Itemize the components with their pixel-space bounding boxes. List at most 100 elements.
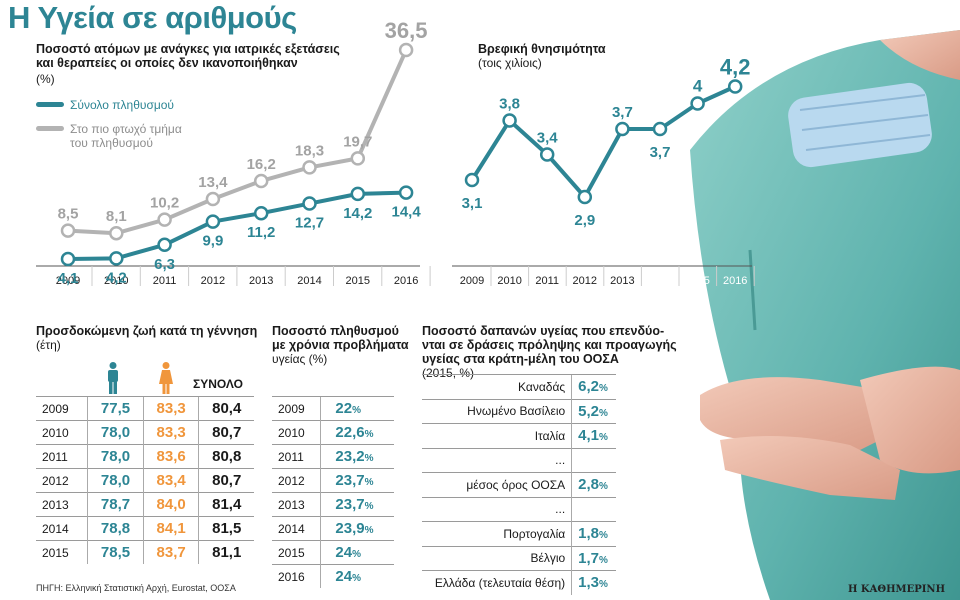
data-label: 3,8: [499, 96, 520, 113]
cell-year: 2013: [36, 492, 88, 517]
x-tick-label: 2014: [297, 275, 321, 287]
cell-total: 80,8: [198, 444, 254, 469]
table-row: 2011 78,0 83,6 80,8: [36, 444, 254, 469]
table-row: ...: [422, 496, 616, 522]
value-number: 5,2: [578, 402, 600, 420]
x-tick-label: 2010: [104, 275, 128, 287]
cell-value: 1,8%: [571, 521, 616, 546]
cell-value: 6,2%: [571, 374, 616, 399]
cell-country: ...: [422, 447, 572, 473]
x-tick-label: 2013: [610, 275, 634, 287]
data-label: 13,4: [198, 174, 228, 191]
cell-value: 24%: [320, 540, 394, 565]
x-tick-label: 2016: [394, 275, 418, 287]
table-row: Ηνωμένο Βασίλειο 5,2%: [422, 398, 616, 424]
table-row: Ελλάδα (τελευταία θέση) 1,3%: [422, 570, 616, 595]
value-number: 23,7: [335, 472, 365, 489]
table-row: 2010 78,0 83,3 80,7: [36, 420, 254, 445]
data-point: [464, 172, 480, 188]
x-tick-label: 2015: [346, 275, 370, 287]
data-label: 8,5: [58, 206, 79, 223]
data-label: 8,1: [106, 208, 127, 225]
data-point: [350, 186, 366, 202]
table-row: 2014 23,9%: [272, 516, 394, 541]
life-expectancy-title: Προσδοκώμενη ζωή κατά τη γέννηση: [36, 324, 258, 338]
table-row: Βέλγιο 1,7%: [422, 545, 616, 571]
source-note: ΠΗΓΗ: Ελληνική Στατιστική Αρχή, Eurostat…: [36, 583, 236, 593]
value-unit: %: [599, 554, 608, 566]
cell-total: 81,1: [198, 540, 254, 564]
chart1-subtitle: (%): [36, 72, 55, 86]
value-unit: %: [364, 453, 374, 464]
value-number: 4,1: [578, 427, 600, 445]
table-row: 2014 78,8 84,1 81,5: [36, 516, 254, 541]
data-point: [60, 251, 76, 267]
data-point: [60, 223, 76, 238]
chronic-title-line: με χρόνια προβλήματα: [272, 338, 409, 352]
cell-value: 2,8%: [571, 472, 616, 497]
cell-year: 2012: [36, 468, 88, 493]
legend-label-total: Σύνολο πληθυσμού: [70, 98, 174, 112]
chronic-problems-table: 2009 22% 2010 22,6% 2011 23,2% 2012 23,7% 2013 23…: [272, 396, 394, 588]
data-label: 19,7: [343, 133, 372, 150]
value-unit: %: [364, 429, 374, 440]
cell-country: Ιταλία: [422, 423, 572, 448]
cell-male: 77,5: [87, 396, 144, 421]
x-tick-label: 2009: [460, 275, 484, 287]
table-row: 2012 23,7%: [272, 468, 394, 493]
cell-male: 78,0: [87, 420, 144, 445]
cell-female: 83,6: [142, 444, 199, 469]
cell-female: 84,1: [142, 516, 199, 541]
prevention-title-line: Ποσοστό δαπανών υγείας που επενδύο-: [422, 324, 665, 338]
chart1-title-line: Ποσοστό ατόμων με ανάγκες για ιατρικές ε…: [36, 42, 340, 56]
cell-year: 2016: [272, 564, 321, 588]
cell-value: 22%: [320, 396, 394, 421]
data-label: 9,9: [202, 233, 223, 250]
value-number: 22,6: [335, 424, 365, 441]
publisher-logo: Η ΚΑΘΗΜΕΡΙΝΗ: [848, 584, 946, 595]
value-number: 1,3: [578, 574, 600, 592]
legend-label-line: Στο πιο φτωχό τμήμα: [70, 122, 182, 136]
cell-year: 2011: [272, 444, 321, 469]
value-unit: %: [364, 501, 374, 512]
data-point: [690, 96, 705, 111]
cell-value: 23,9%: [320, 516, 394, 541]
cell-value: [571, 447, 616, 473]
cell-country: Βέλγιο: [422, 545, 572, 571]
cell-value: 24%: [320, 564, 394, 588]
table-row: 2016 24%: [272, 564, 394, 588]
data-point: [109, 251, 124, 266]
life-expectancy-subtitle: (έτη): [36, 338, 61, 352]
cell-female: 83,7: [142, 540, 199, 564]
data-point: [350, 151, 366, 166]
life-expectancy-table: 2009 77,5 83,3 80,4 2010 78,0 83,3 80,7 2011 78,0…: [36, 396, 254, 564]
data-label: 16,2: [247, 156, 276, 173]
legend-swatch-poorest: [36, 126, 64, 131]
value-number: 1,8: [578, 525, 600, 543]
cell-value: 4,1%: [571, 423, 616, 448]
value-unit: %: [599, 530, 608, 542]
cell-year: 2013: [272, 492, 321, 517]
table-row: 2013 78,7 84,0 81,4: [36, 492, 254, 517]
data-label: 4,1: [58, 270, 79, 287]
table-row: Ιταλία 4,1%: [422, 423, 616, 448]
value-unit: %: [599, 383, 608, 395]
data-point: [302, 160, 317, 175]
data-point: [539, 147, 555, 162]
table-row: 2009 22%: [272, 396, 394, 421]
data-point: [398, 42, 414, 58]
x-tick-label: 2010: [497, 275, 521, 287]
data-label: 11,2: [247, 224, 275, 241]
value-number: 22: [335, 400, 353, 417]
cell-year: 2014: [272, 516, 321, 541]
chronic-subtitle: υγείας (%): [272, 352, 328, 366]
data-point: [157, 237, 172, 253]
data-point: [205, 191, 221, 207]
table-row: 2011 23,2%: [272, 444, 394, 469]
x-tick-label: 2012: [201, 275, 225, 287]
value-number: 23,7: [335, 496, 365, 513]
cell-female: 84,0: [142, 492, 199, 517]
data-label: 3,7: [612, 104, 633, 121]
cell-year: 2015: [36, 540, 88, 564]
